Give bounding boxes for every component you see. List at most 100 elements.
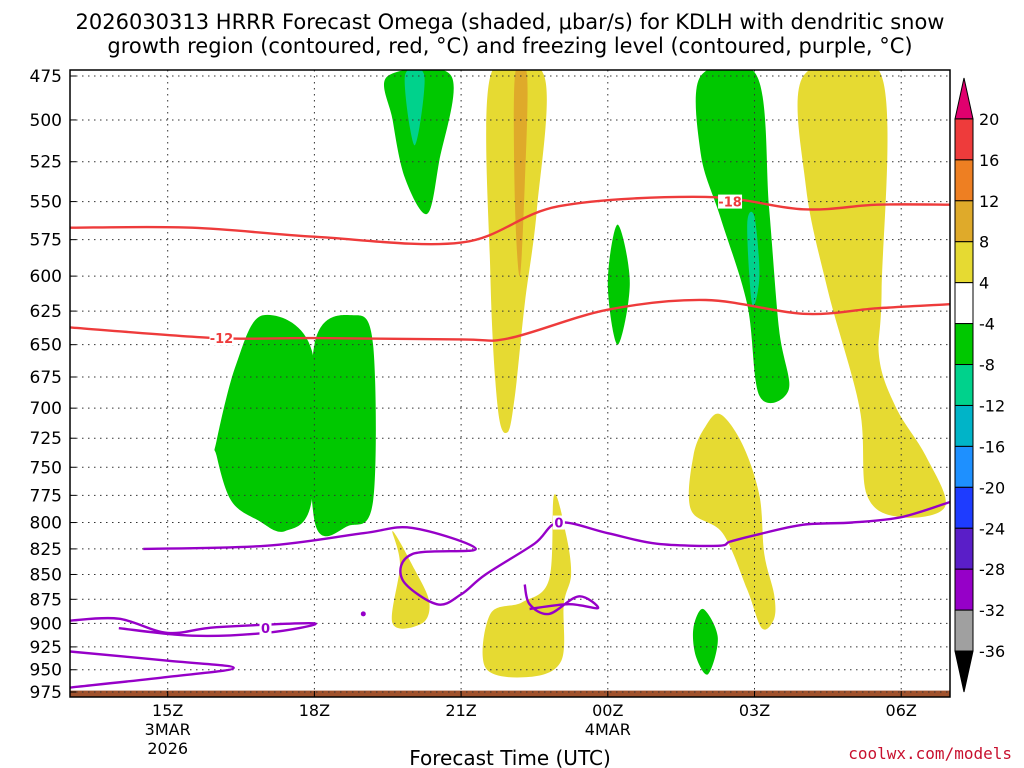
isotherm-minus18-label: -18 xyxy=(718,196,742,211)
sinking-0430z xyxy=(797,70,946,518)
colorbar-label--12: -12 xyxy=(979,396,1005,415)
grid xyxy=(70,70,950,697)
y-tick-label-825: 825 xyxy=(30,540,62,560)
sinking-2000z xyxy=(391,531,430,629)
contours: -18 -12 0 0 xyxy=(70,194,950,689)
colorbar-label--4: -4 xyxy=(979,315,995,334)
chart-title-line2: growth region (contoured, red, °C) and f… xyxy=(107,34,912,58)
colorbar-label-16: 16 xyxy=(979,151,999,170)
colorbar-band-7 xyxy=(954,364,974,406)
plot-area: -18 -12 0 0 xyxy=(69,69,951,698)
ground-layer xyxy=(70,690,950,697)
sinking-2130z xyxy=(486,70,547,434)
isotherm-minus12-label-bg xyxy=(209,331,234,346)
sinking-2300z xyxy=(482,494,572,678)
y-tick-label-700: 700 xyxy=(30,399,62,419)
y-tick-label-875: 875 xyxy=(30,590,62,610)
colorbar-label--36: -36 xyxy=(979,642,1005,661)
colorbar: 20 16 12 8 4 -4 -8 -12 -16 -20 -24 -28 -32 -36 xyxy=(954,77,1005,693)
x-tick-label-03Z: 03Z xyxy=(739,701,770,720)
isotherm-minus18-label-bg xyxy=(718,194,743,209)
y-tick-label-600: 600 xyxy=(30,267,62,287)
colorbar-label--28: -28 xyxy=(979,560,1005,579)
omega-shading xyxy=(214,70,946,678)
y-tick-label-550: 550 xyxy=(30,193,62,213)
colorbar-label-8: 8 xyxy=(979,233,989,252)
sinking-2130z-core xyxy=(513,70,528,277)
colorbar-band-11 xyxy=(954,527,974,570)
colorbar-label-20: 20 xyxy=(979,110,999,129)
isotherm-minus12 xyxy=(70,298,950,342)
upward-motion-0230z-low xyxy=(692,608,718,675)
colorbar-band-8 xyxy=(954,404,974,447)
sinking-0200z xyxy=(688,413,776,630)
upward-motion-18z-block xyxy=(309,314,376,537)
freezing-level-loop xyxy=(523,584,600,616)
x-tick-label-21Z: 21Z xyxy=(445,701,476,720)
freezing-level-tail xyxy=(70,650,235,689)
y-tick-label-725: 725 xyxy=(30,429,62,449)
colorbar-band-2 xyxy=(954,159,974,202)
upward-motion-2030z-core xyxy=(404,70,425,146)
upward-motion-0230z-core xyxy=(747,211,760,307)
upward-motion-2030z-upper xyxy=(384,70,454,215)
colorbar-band-9 xyxy=(954,445,974,488)
freezing-level-dot xyxy=(360,611,366,617)
upward-motion-0230z-upper xyxy=(695,70,790,404)
x-tick-date-15Z: 3MAR xyxy=(145,720,191,739)
x-tick-date-00Z: 4MAR xyxy=(585,720,631,739)
x-tick-label-15Z: 15Z xyxy=(152,701,183,720)
colorbar-label--16: -16 xyxy=(979,437,1005,456)
plot-frame xyxy=(69,69,951,698)
freezing-level-lower-label: 0 xyxy=(261,622,270,637)
isotherm-minus12-label: -12 xyxy=(210,332,234,347)
freezing-level-main xyxy=(143,500,950,606)
y-tick-label-525: 525 xyxy=(30,153,62,173)
y-tick-label-500: 500 xyxy=(30,111,62,131)
y-tick-label-475: 475 xyxy=(30,67,62,87)
x-tick-label-06Z: 06Z xyxy=(886,701,917,720)
y-axis-ticks: 475 500 525 550 575 600 625 650 675 700 725 750 775 8… xyxy=(30,67,76,703)
y-tick-label-675: 675 xyxy=(30,368,62,388)
y-tick-label-850: 850 xyxy=(30,565,62,585)
y-tick-label-650: 650 xyxy=(30,336,62,356)
y-tick-label-925: 925 xyxy=(30,638,62,658)
colorbar-band-4 xyxy=(954,241,974,284)
freezing-level-main-label-bg xyxy=(552,515,565,530)
chart-title-line1: 2026030313 HRRR Forecast Omega (shaded, … xyxy=(76,10,945,34)
colorbar-band-12 xyxy=(954,568,974,611)
colorbar-label--32: -32 xyxy=(979,601,1005,620)
y-tick-label-975: 975 xyxy=(30,683,62,703)
y-tick-label-950: 950 xyxy=(30,661,62,681)
x-tick-label-18Z: 18Z xyxy=(299,701,330,720)
freezing-level-lower-label-bg xyxy=(259,621,272,636)
upward-motion-0030z xyxy=(607,224,630,345)
colorbar-bottom-arrow xyxy=(954,650,974,693)
colorbar-band-1 xyxy=(954,118,974,161)
x-tick-year-15Z: 2026 xyxy=(147,739,188,758)
y-tick-label-625: 625 xyxy=(30,302,62,322)
freezing-level-lower xyxy=(70,616,317,638)
colorbar-label--24: -24 xyxy=(979,519,1005,538)
y-tick-label-750: 750 xyxy=(30,458,62,478)
x-axis-label: Forecast Time (UTC) xyxy=(409,746,611,768)
y-tick-label-900: 900 xyxy=(30,614,62,634)
colorbar-label--8: -8 xyxy=(979,356,995,375)
colorbar-top-arrow xyxy=(954,77,974,120)
isotherm-minus18 xyxy=(70,195,950,246)
colorbar-band-5 xyxy=(954,282,974,325)
colorbar-band-6 xyxy=(954,323,974,366)
colorbar-band-13 xyxy=(954,609,974,652)
upward-motion-17z-block xyxy=(214,314,317,532)
freezing-level-main-label: 0 xyxy=(554,517,563,532)
colorbar-band-3 xyxy=(954,200,974,243)
colorbar-label--20: -20 xyxy=(979,478,1005,497)
y-tick-label-575: 575 xyxy=(30,231,62,251)
x-tick-label-00Z: 00Z xyxy=(592,701,623,720)
credit-text: coolwx.com/models xyxy=(848,744,1012,763)
colorbar-band-10 xyxy=(954,486,974,529)
y-tick-label-800: 800 xyxy=(30,514,62,534)
y-tick-label-775: 775 xyxy=(30,486,62,506)
